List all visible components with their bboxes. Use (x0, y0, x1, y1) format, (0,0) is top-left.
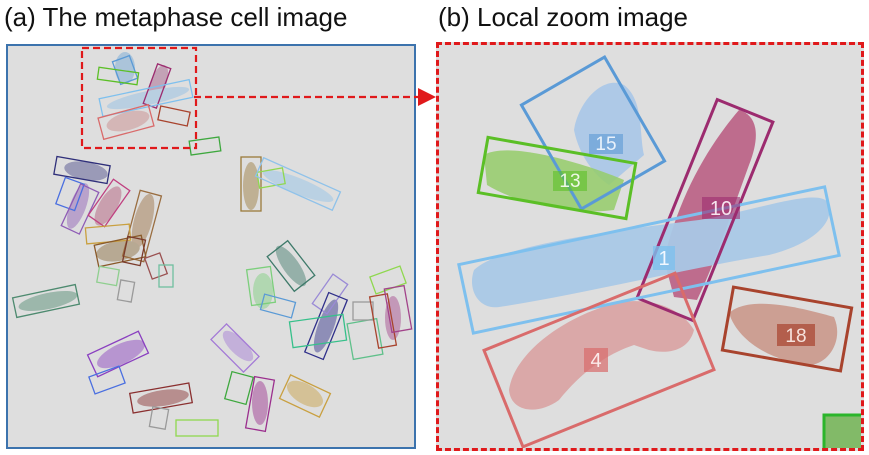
chromosome (137, 389, 189, 407)
bounding-box (369, 265, 407, 295)
bounding-box (97, 103, 155, 141)
chromosome (252, 381, 268, 425)
bounding-box-18 (720, 285, 854, 373)
bounding-box (311, 273, 349, 315)
zoom-connector-arrowhead (418, 88, 436, 106)
metaphase-cell-image (11, 46, 413, 437)
local-zoom-image-panel: 15 13 10 1 4 18 (436, 42, 864, 451)
chromosome (262, 169, 334, 203)
label-bg-1 (653, 246, 675, 270)
label-bg-4 (584, 348, 608, 372)
bounding-box (223, 370, 255, 406)
label-bg-13 (553, 171, 587, 191)
label-bg-10 (702, 197, 740, 219)
bounding-box (244, 375, 276, 433)
chromosome (66, 183, 90, 229)
bounding-box (346, 317, 384, 361)
bounding-box-1 (457, 185, 841, 335)
bounding-box (111, 54, 139, 86)
bounding-box (188, 136, 222, 156)
chromosome (18, 290, 78, 312)
label-bg-18 (777, 324, 815, 346)
bounding-box (96, 66, 140, 86)
chromosome (243, 162, 259, 210)
bounding-box (86, 330, 150, 378)
chromosome-shapes (18, 52, 401, 425)
chromosome (96, 240, 140, 262)
bounding-box (96, 265, 120, 287)
chromosome (222, 330, 254, 362)
bounding-box (352, 301, 374, 321)
chromosome (106, 110, 150, 132)
local-zoom-image: 15 13 10 1 4 18 (457, 54, 861, 448)
bounding-box (143, 252, 169, 280)
bounding-boxes (11, 54, 413, 437)
label-bg-15 (589, 134, 623, 154)
bounding-box-4 (482, 271, 716, 448)
bounding-box (240, 156, 262, 212)
bounding-box (259, 293, 297, 319)
bounding-box (116, 279, 136, 303)
id-label-1: 1 (658, 248, 669, 270)
bounding-box (148, 406, 170, 430)
chromosome (64, 161, 108, 181)
chromosome (94, 186, 122, 226)
bounding-box (87, 178, 131, 228)
bounding-box-15 (519, 54, 667, 212)
chromosome (147, 65, 169, 103)
zoom-id-labels: 15 13 10 1 4 18 (553, 134, 815, 372)
chromosome (106, 86, 190, 110)
bounding-box-13 (476, 135, 638, 221)
chromosome-15 (574, 82, 644, 185)
bounding-box (158, 264, 174, 288)
zoom-region-highlight (80, 46, 198, 150)
bounding-box (383, 284, 413, 334)
bounding-box (256, 167, 286, 189)
bounding-box (98, 78, 194, 118)
bounding-box (210, 323, 260, 373)
caption-local-zoom-image: (b) Local zoom image (438, 2, 688, 32)
chromosome (275, 245, 307, 287)
caption-metaphase-cell-image: (a) The metaphase cell image (4, 2, 348, 32)
bounding-box (157, 105, 191, 127)
bounding-box (288, 313, 348, 349)
bounding-box (11, 283, 81, 319)
chromosome (313, 299, 339, 353)
bounding-box (53, 155, 111, 185)
chromosome (97, 339, 145, 369)
bounding-box (84, 223, 132, 245)
chromosome (286, 380, 324, 408)
bounding-box (303, 291, 349, 361)
id-label-10: 10 (710, 198, 732, 220)
bounding-box (278, 374, 332, 418)
id-label-4: 4 (590, 350, 601, 372)
bounding-box-10 (635, 97, 775, 323)
bounding-box-partial (822, 413, 861, 448)
bounding-box (121, 235, 147, 267)
chromosome-1 (471, 197, 830, 308)
id-label-13: 13 (559, 171, 580, 192)
bounding-box (175, 419, 219, 437)
metaphase-cell-image-panel (6, 44, 416, 449)
zoom-bounding-boxes (457, 54, 861, 448)
bounding-box (88, 365, 126, 395)
id-label-18: 18 (785, 326, 806, 347)
id-label-15: 15 (595, 134, 616, 155)
chromosome (385, 296, 401, 340)
chromosome (253, 273, 273, 309)
bounding-box (245, 265, 277, 307)
bounding-box (368, 293, 398, 349)
chromosome (131, 193, 155, 249)
bounding-box (254, 156, 342, 212)
chromosome (115, 52, 135, 84)
bounding-box (54, 176, 86, 212)
chromosome-partial (824, 415, 861, 448)
bounding-box (266, 239, 316, 293)
